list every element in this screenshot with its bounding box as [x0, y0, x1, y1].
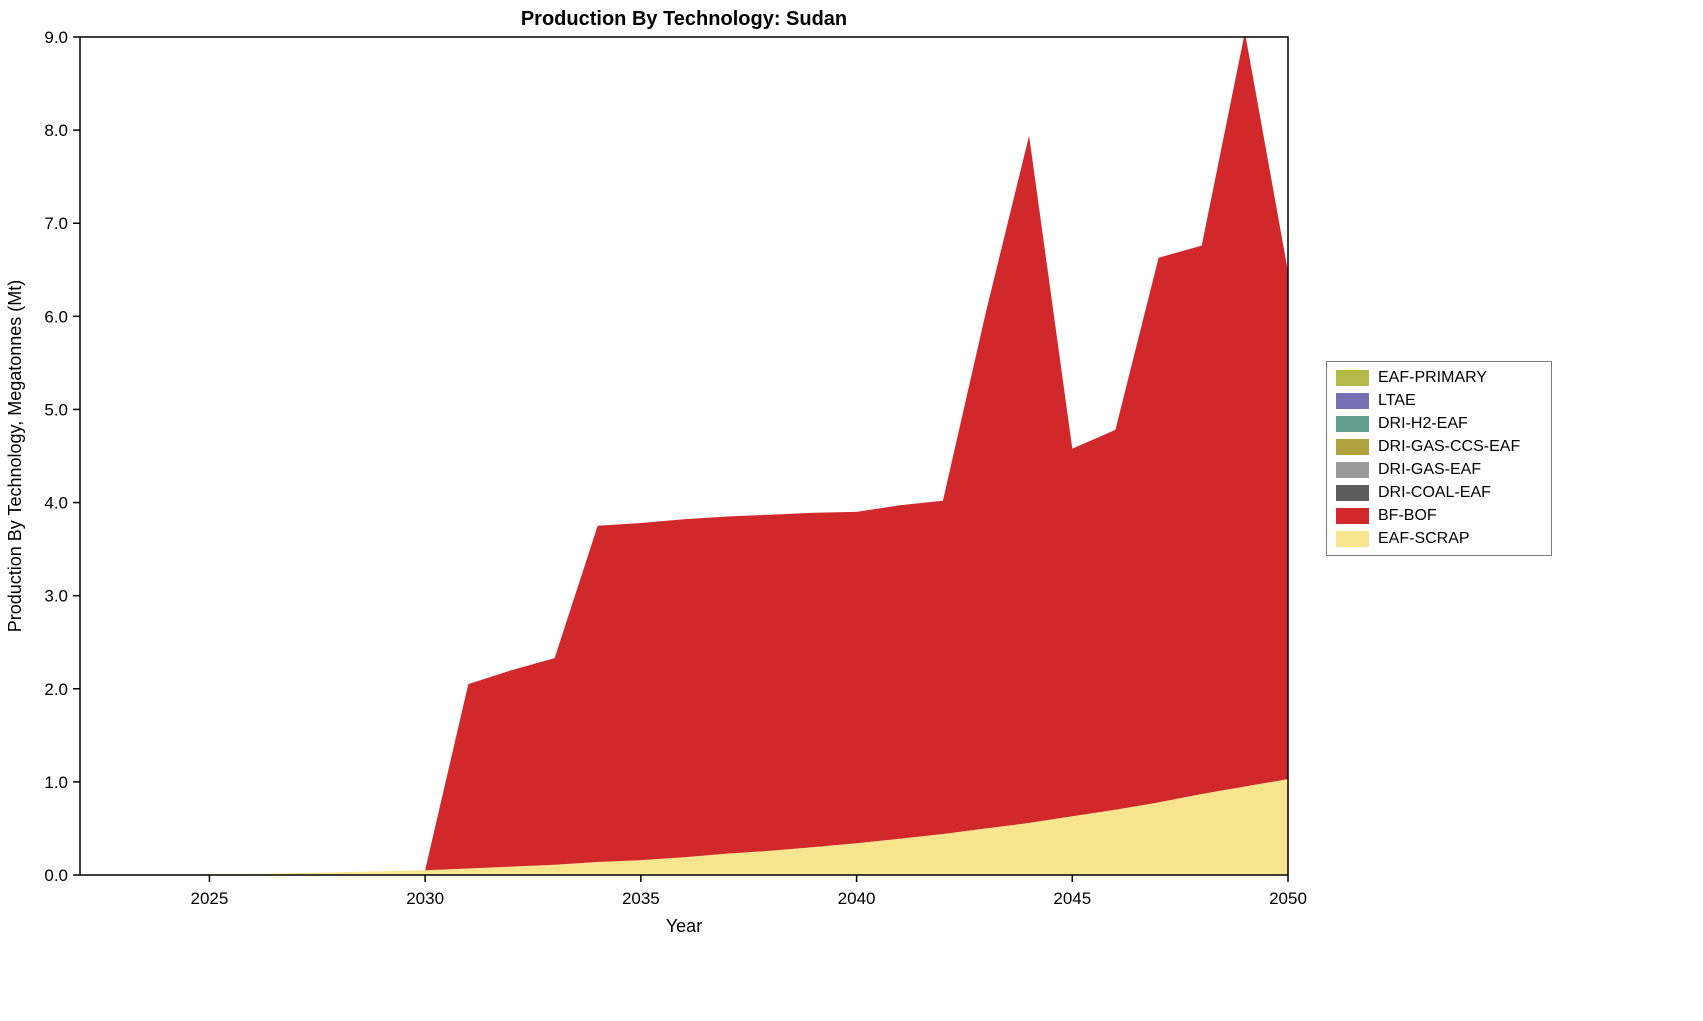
x-axis-label: Year — [666, 916, 702, 936]
x-tick-label: 2025 — [191, 889, 229, 908]
legend-swatch — [1336, 370, 1369, 386]
y-tick-label: 4.0 — [44, 494, 68, 513]
x-tick-label: 2030 — [406, 889, 444, 908]
legend-swatch — [1336, 531, 1369, 547]
y-tick-label: 5.0 — [44, 400, 68, 419]
x-tick-label: 2040 — [838, 889, 876, 908]
plot-frame — [79, 36, 1289, 876]
legend-label: DRI-GAS-CCS-EAF — [1378, 438, 1521, 455]
legend-swatch — [1336, 462, 1369, 478]
y-axis-ticks: 0.0 1.0 2.0 3.0 4.0 5.0 6.0 7.0 8.0 9.0 — [44, 28, 80, 885]
legend-item-eaf-scrap: EAF-SCRAP — [1336, 530, 1542, 548]
legend-item-dri-coal-eaf: DRI-COAL-EAF — [1336, 484, 1542, 502]
area-bf-bof — [80, 37, 1288, 875]
y-tick-label: 6.0 — [44, 307, 68, 326]
y-tick-label: 0.0 — [44, 866, 68, 885]
legend-label: EAF-SCRAP — [1378, 530, 1470, 547]
x-tick-label: 2035 — [622, 889, 660, 908]
y-tick-label: 8.0 — [44, 121, 68, 140]
chart-title: Production By Technology: Sudan — [521, 8, 847, 30]
y-tick-label: 3.0 — [44, 587, 68, 606]
legend-label: EAF-PRIMARY — [1378, 369, 1488, 386]
legend-swatch — [1336, 485, 1369, 501]
y-tick-label: 2.0 — [44, 680, 68, 699]
x-tick-label: 2050 — [1269, 889, 1307, 908]
legend-swatch — [1336, 416, 1369, 432]
legend-label: DRI-COAL-EAF — [1378, 484, 1491, 501]
y-tick-label: 9.0 — [44, 28, 68, 47]
y-tick-label: 7.0 — [44, 214, 68, 233]
legend-swatch — [1336, 439, 1369, 455]
legend-label: DRI-GAS-EAF — [1378, 461, 1482, 478]
legend: EAF-PRIMARY LTAE DRI-H2-EAF DRI-GAS-CCS-EAF… — [1326, 361, 1552, 556]
legend-item-eaf-primary: EAF-PRIMARY — [1336, 369, 1542, 387]
legend-swatch — [1336, 508, 1369, 524]
legend-label: DRI-H2-EAF — [1378, 415, 1468, 432]
area-eaf-scrap — [80, 779, 1288, 875]
x-axis-ticks: 2025 2030 2035 2040 2045 2050 — [191, 875, 1307, 908]
legend-label: LTAE — [1378, 392, 1416, 409]
y-axis-label: Production By Technology, Megatonnes (Mt… — [5, 280, 25, 633]
x-tick-label: 2045 — [1053, 889, 1091, 908]
stacked-areas — [80, 37, 1288, 875]
legend-swatch — [1336, 393, 1369, 409]
legend-item-dri-h2-eaf: DRI-H2-EAF — [1336, 415, 1542, 433]
legend-item-dri-gas-ccs-eaf: DRI-GAS-CCS-EAF — [1336, 438, 1542, 456]
y-tick-label: 1.0 — [44, 773, 68, 792]
legend-label: BF-BOF — [1378, 507, 1437, 524]
legend-item-bf-bof: BF-BOF — [1336, 507, 1542, 525]
legend-item-dri-gas-eaf: DRI-GAS-EAF — [1336, 461, 1542, 479]
legend-item-ltae: LTAE — [1336, 392, 1542, 410]
